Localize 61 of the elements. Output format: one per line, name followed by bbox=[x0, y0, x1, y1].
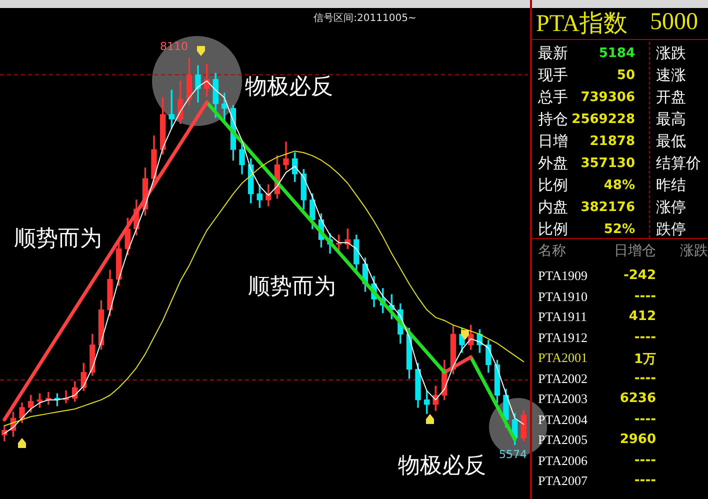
text: PTA2001 bbox=[538, 350, 588, 366]
text: 最新 bbox=[538, 44, 568, 63]
text: ---- bbox=[634, 288, 656, 304]
text: 412 bbox=[628, 309, 656, 324]
text: 1万 bbox=[634, 351, 656, 368]
text: 开盘 bbox=[656, 88, 686, 107]
text: 21878 bbox=[590, 134, 635, 149]
text: PTA1910 bbox=[538, 288, 588, 304]
text: 日增 bbox=[538, 132, 568, 151]
text: 48% bbox=[604, 178, 635, 193]
text: PTA1909 bbox=[538, 268, 588, 284]
text: PTA2003 bbox=[538, 391, 588, 407]
text: 涨跌 bbox=[680, 242, 708, 260]
text: 2569228 bbox=[572, 112, 635, 127]
text: ---- bbox=[634, 370, 656, 386]
text: PTA1912 bbox=[538, 330, 588, 346]
text: 52% bbox=[604, 222, 635, 237]
text: PTA2007 bbox=[538, 473, 588, 489]
text: ---- bbox=[634, 330, 656, 344]
text: 总手 bbox=[538, 88, 568, 107]
text: 382176 bbox=[580, 200, 635, 215]
text: 比例 bbox=[538, 176, 568, 195]
text: 50 bbox=[616, 68, 635, 83]
text: PTA2006 bbox=[538, 452, 588, 468]
text: 物极必反 bbox=[398, 454, 486, 479]
text: 8110 bbox=[160, 40, 188, 53]
annotation: 顺势而为 bbox=[14, 226, 102, 252]
text: PTA2004 bbox=[538, 412, 588, 428]
annotation: 顺势而为 bbox=[248, 274, 336, 300]
text: 现手 bbox=[538, 66, 568, 85]
text: 涨跌 bbox=[656, 44, 686, 63]
text: 357130 bbox=[580, 156, 635, 171]
text: 5574 bbox=[499, 448, 527, 461]
annotation: 物极必反 bbox=[245, 74, 333, 100]
text: 739306 bbox=[580, 90, 635, 105]
text: 5000 bbox=[650, 9, 698, 36]
text: 5184 bbox=[598, 46, 635, 61]
text: 最高 bbox=[656, 110, 686, 129]
text: 2960 bbox=[620, 432, 656, 447]
text: 内盘 bbox=[538, 198, 568, 217]
chart-title: 信号区间:20111005~ bbox=[312, 12, 418, 25]
text: 速涨 bbox=[656, 66, 686, 85]
text: 涨停 bbox=[656, 198, 686, 217]
text: 日增仓 bbox=[614, 242, 656, 260]
text: 跌停 bbox=[656, 220, 686, 239]
text: ---- bbox=[634, 452, 656, 468]
text: 最低 bbox=[656, 132, 686, 151]
text: PTA指数 bbox=[536, 10, 628, 39]
text: 6236 bbox=[620, 391, 656, 406]
text: 昨结 bbox=[656, 176, 686, 195]
text: 名称 bbox=[538, 242, 566, 260]
text: 比例 bbox=[538, 220, 568, 239]
text: -242 bbox=[623, 268, 656, 283]
text: PTA1911 bbox=[538, 309, 588, 325]
text: PTA2005 bbox=[538, 432, 588, 448]
text: PTA2002 bbox=[538, 370, 588, 386]
text: ---- bbox=[634, 412, 656, 426]
text: 持仓 bbox=[538, 110, 568, 129]
text: 外盘 bbox=[538, 154, 568, 173]
text: ---- bbox=[634, 473, 656, 488]
text: 结算价 bbox=[656, 154, 701, 173]
